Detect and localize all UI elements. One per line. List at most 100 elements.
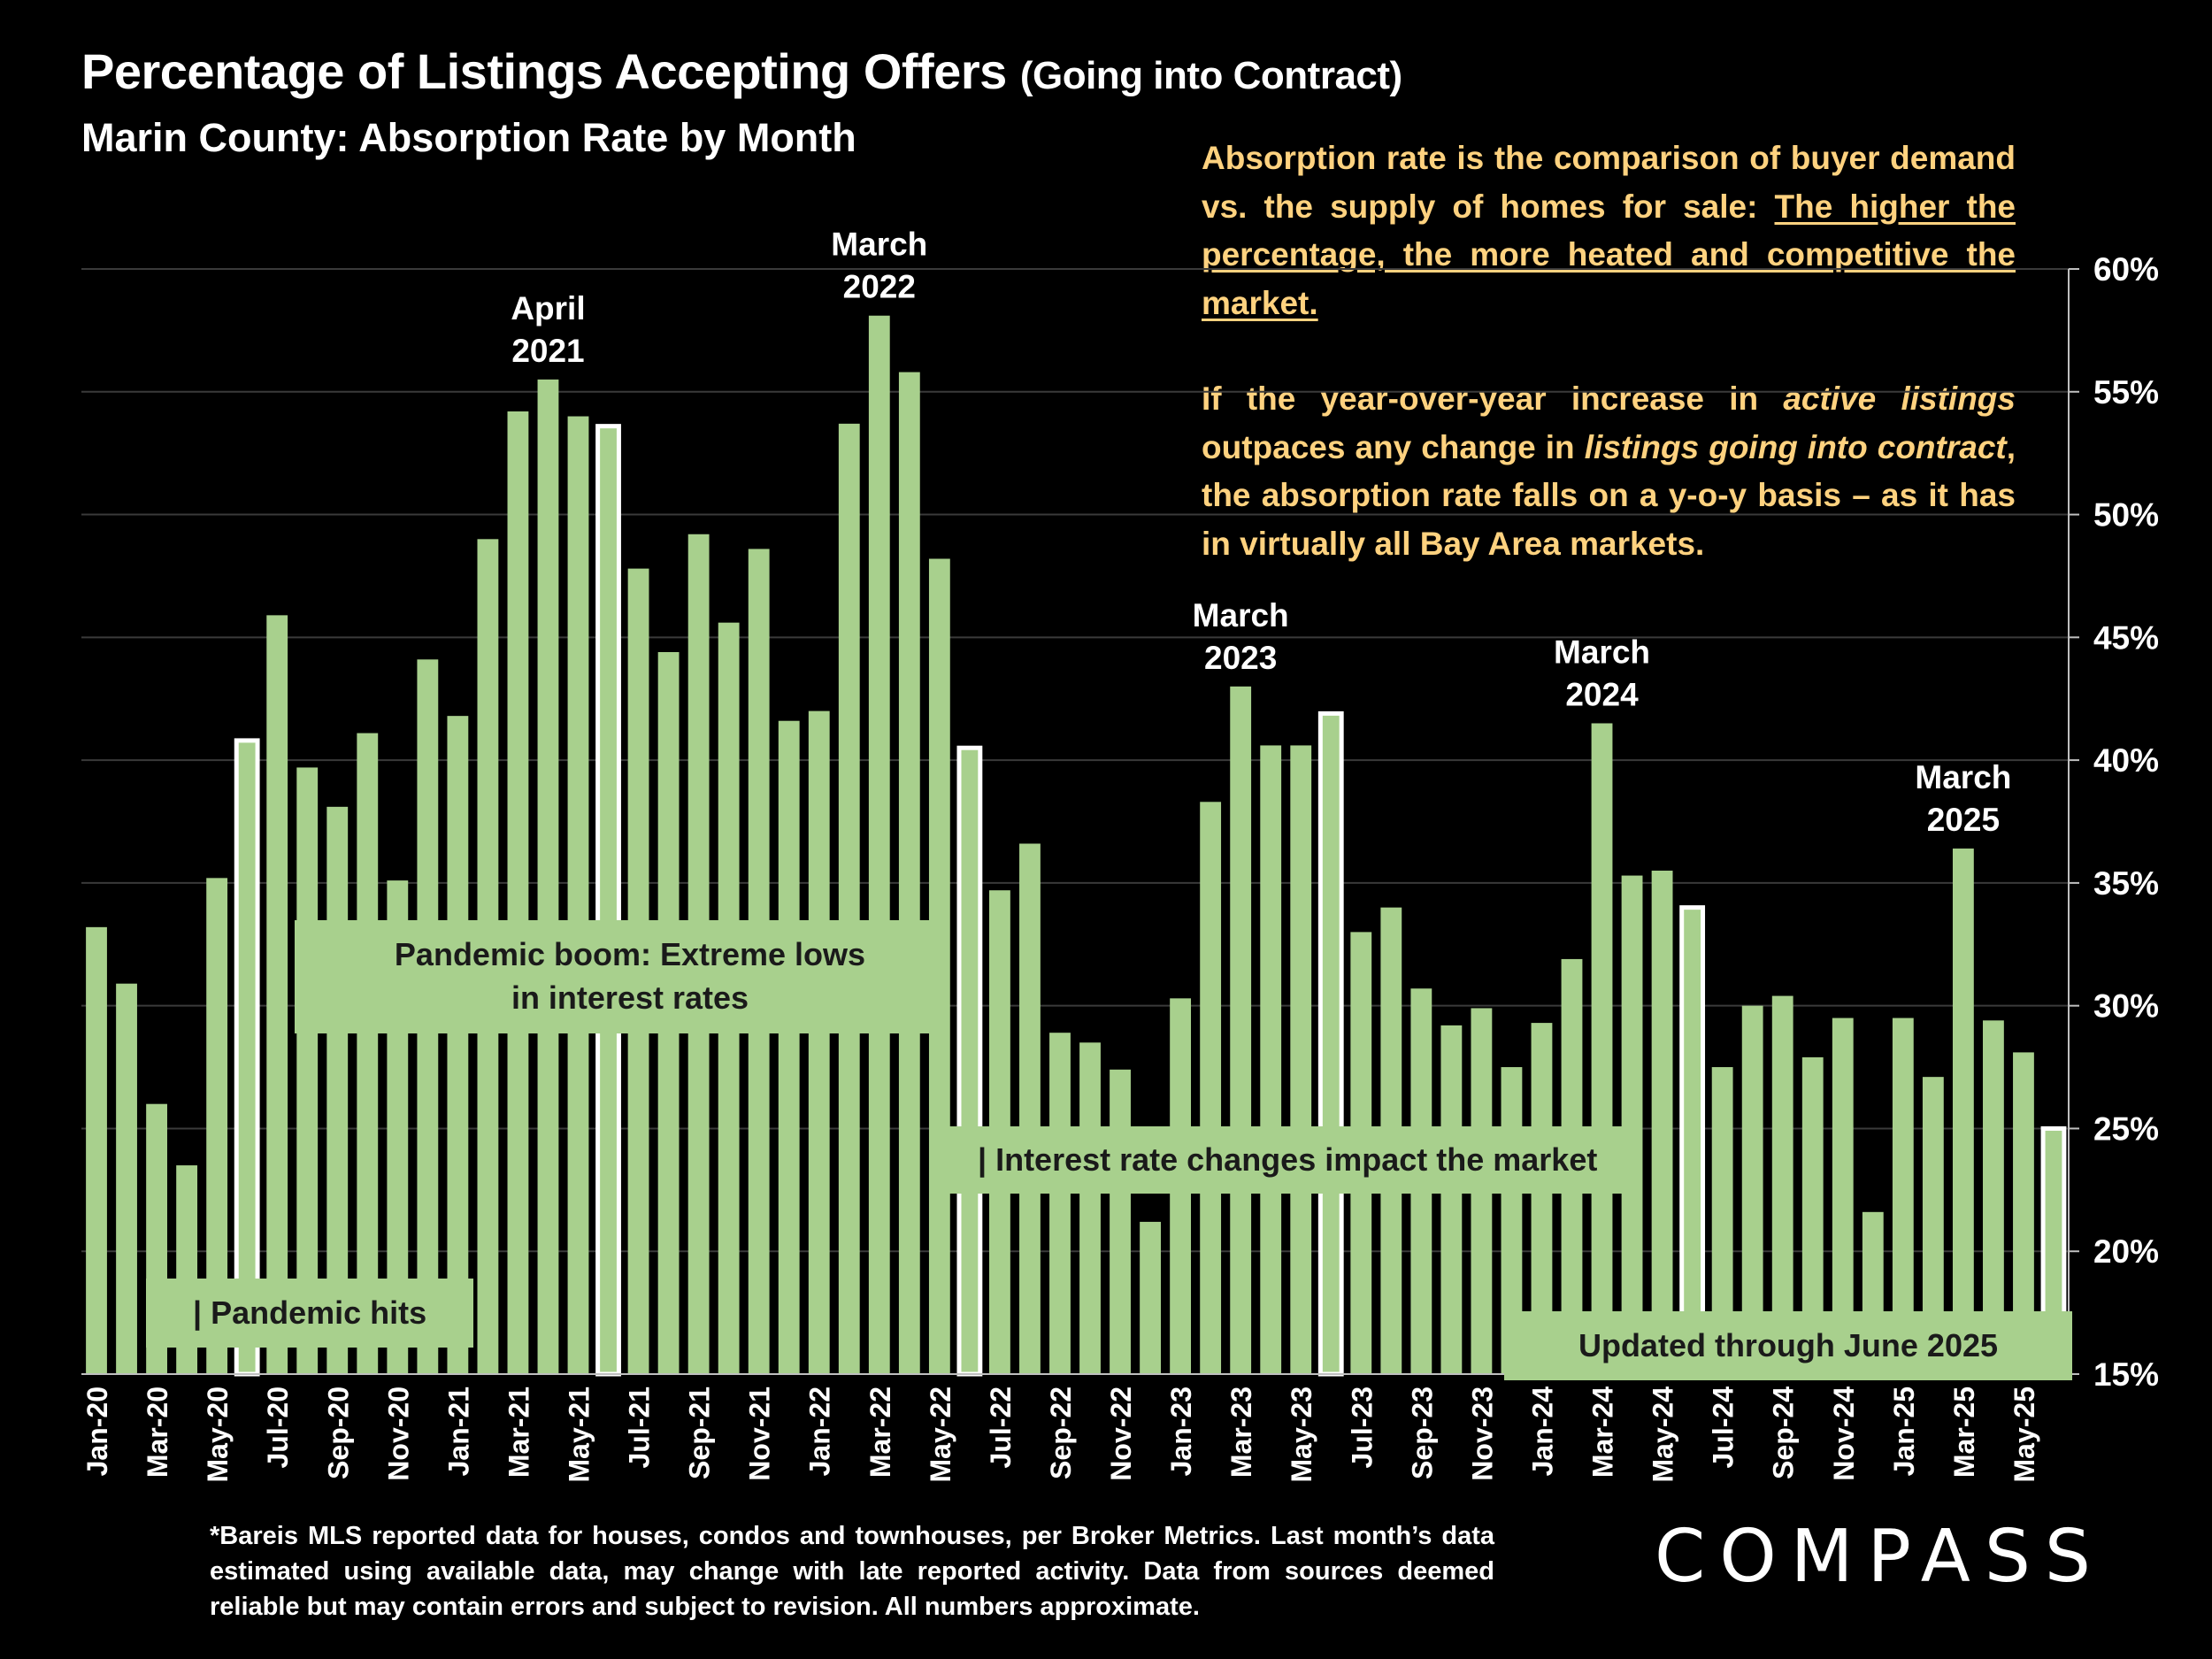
peak-label-april-2021-line2: 2021: [511, 333, 584, 369]
bar-may-20: [206, 878, 228, 1374]
y-tick-label-25: 25%: [2093, 1110, 2159, 1147]
y-tick-label-20: 20%: [2093, 1233, 2159, 1270]
note-p2-c: outpaces any change in: [1202, 428, 1585, 465]
x-tick-label-jan-25: Jan-25: [1888, 1386, 1920, 1476]
peak-label-april-2021-line1: April: [511, 290, 585, 326]
bar-jun-24: [1679, 905, 1706, 1377]
bar-sep-22: [1049, 1033, 1071, 1374]
note-p2-b: active listings: [1783, 380, 2016, 417]
bar-oct-24: [1801, 1056, 1824, 1374]
x-tick-label-nov-22: Nov-22: [1105, 1386, 1137, 1481]
x-tick-label-jan-24: Jan-24: [1526, 1386, 1558, 1477]
callout-box-updated: [1504, 1311, 2072, 1380]
bars: [86, 315, 2067, 1377]
x-tick-label-jan-23: Jan-23: [1165, 1386, 1197, 1476]
x-tick-label-sep-20: Sep-20: [322, 1386, 354, 1479]
peak-label-march-2024-line1: March: [1554, 634, 1650, 670]
bar-apr-25: [1983, 1020, 2004, 1374]
x-tick-label-nov-23: Nov-23: [1466, 1386, 1498, 1481]
note-p2-d: listings going into contract: [1584, 428, 2007, 465]
callout-text-updated-1: Updated through June 2025: [1578, 1327, 1998, 1363]
x-tick-label-may-20: May-20: [202, 1386, 234, 1483]
callout-box-interest-rate: [940, 1126, 1637, 1194]
bar-may-24: [1651, 871, 1673, 1374]
x-tick-label-nov-24: Nov-24: [1828, 1386, 1860, 1481]
note-paragraph-1: Absorption rate is the comparison of buy…: [1202, 134, 2016, 327]
x-tick-label-mar-20: Mar-20: [142, 1386, 173, 1478]
callouts: Pandemic boom: Extreme lows in interest r…: [146, 920, 2072, 1380]
bar-jan-24: [1531, 1023, 1553, 1374]
chart-title: Percentage of Listings Accepting Offers …: [81, 42, 1402, 100]
bar-apr-24: [1621, 875, 1643, 1374]
bar-oct-23: [1440, 1025, 1463, 1374]
y-tick-label-35: 35%: [2093, 865, 2159, 902]
x-tick-label-jan-20: Jan-20: [81, 1386, 113, 1476]
annotations: April 2021 March 2022 March 2023 March 2024 Marc…: [511, 227, 2011, 838]
chart-title-main: Percentage of Listings Accepting Offers: [81, 43, 1007, 99]
x-tick-label-sep-23: Sep-23: [1406, 1386, 1438, 1479]
note-p1-underlined: The higher the percentage, the more heat…: [1202, 188, 2016, 321]
bar-mar-22: [868, 315, 890, 1374]
peak-label-march-2025-line1: March: [1915, 759, 2011, 795]
bar-feb-23: [1200, 802, 1222, 1374]
peak-label-march-2023-line1: March: [1193, 597, 1289, 634]
callout-text-pandemic-boom-2: in interest rates: [511, 979, 749, 1016]
y-tick-label-15: 15%: [2093, 1356, 2159, 1393]
absorption-note: Absorption rate is the comparison of buy…: [1202, 134, 2016, 568]
peak-label-march-2024-line2: 2024: [1565, 676, 1639, 712]
x-tick-label-sep-24: Sep-24: [1768, 1386, 1800, 1479]
bar-may-22: [928, 558, 950, 1374]
bar-mar-23: [1230, 686, 1252, 1374]
x-tick-label-jul-24: Jul-24: [1708, 1386, 1740, 1469]
bar-nov-24: [1832, 1018, 1854, 1374]
bar-jun-23: [1317, 710, 1344, 1377]
x-tick-label-sep-21: Sep-21: [684, 1386, 716, 1479]
bar-feb-25: [1922, 1077, 1944, 1374]
x-tick-label-may-23: May-23: [1286, 1386, 1317, 1483]
x-tick-label-may-25: May-25: [2008, 1386, 2040, 1483]
bar-jul-20: [266, 615, 288, 1374]
bar-feb-20: [116, 983, 137, 1374]
y-tick-label-60: 60%: [2093, 251, 2159, 288]
x-tick-label-mar-23: Mar-23: [1225, 1386, 1257, 1478]
bar-sep-24: [1771, 995, 1793, 1374]
bar-may-23: [1290, 745, 1312, 1374]
bar-jun-21: [595, 424, 621, 1377]
axes: 15% 20% 25% 30% 35% 40% 45% 50% 55% 60% Jan-20 Mar-…: [81, 251, 2159, 1483]
x-tick-label-may-22: May-22: [925, 1386, 956, 1483]
bar-aug-20: [296, 767, 319, 1374]
bar-apr-23: [1260, 745, 1282, 1374]
gridlines: [81, 268, 2069, 1253]
callout-text-pandemic-boom-1: Pandemic boom: Extreme lows: [395, 936, 865, 972]
bar-aug-24: [1741, 1005, 1763, 1374]
bar-jan-21: [447, 716, 469, 1374]
x-tick-label-jul-22: Jul-22: [985, 1386, 1017, 1468]
bar-jan-25: [1892, 1018, 1914, 1374]
peak-label-march-2023-line2: 2023: [1204, 640, 1277, 676]
y-tick-label-55: 55%: [2093, 374, 2159, 411]
peak-label-march-2025-line2: 2025: [1927, 802, 2000, 838]
bar-feb-22: [838, 423, 860, 1374]
x-tick-label-jul-20: Jul-20: [262, 1386, 294, 1468]
x-tick-label-nov-20: Nov-20: [382, 1386, 414, 1481]
chart-subtitle: Marin County: Absorption Rate by Month: [81, 115, 856, 160]
note-p2-a: If the year-over-year increase in: [1202, 380, 1784, 417]
peak-label-march-2022-line2: 2022: [843, 269, 916, 305]
peak-label-march-2022-line1: March: [831, 227, 927, 263]
bar-apr-21: [537, 379, 559, 1374]
bar-nov-22: [1110, 1069, 1131, 1374]
bar-dec-21: [778, 720, 800, 1374]
x-tick-label-mar-24: Mar-24: [1587, 1386, 1619, 1478]
note-p2-e: , the absorption rate falls on a y-o-y b…: [1202, 428, 2016, 562]
bar-mar-25: [1952, 849, 1974, 1374]
x-tick-label-jan-21: Jan-21: [442, 1386, 474, 1476]
bar-aug-22: [1019, 843, 1041, 1374]
x-tick-label-jan-22: Jan-22: [804, 1386, 836, 1476]
bar-mar-24: [1591, 723, 1613, 1374]
note-paragraph-2: If the year-over-year increase in active…: [1202, 375, 2016, 568]
x-tick-label-may-24: May-24: [1647, 1386, 1679, 1483]
x-tick-label-mar-21: Mar-21: [503, 1386, 534, 1478]
x-tick-label-jul-21: Jul-21: [624, 1386, 656, 1468]
bar-jun-22: [956, 745, 983, 1377]
